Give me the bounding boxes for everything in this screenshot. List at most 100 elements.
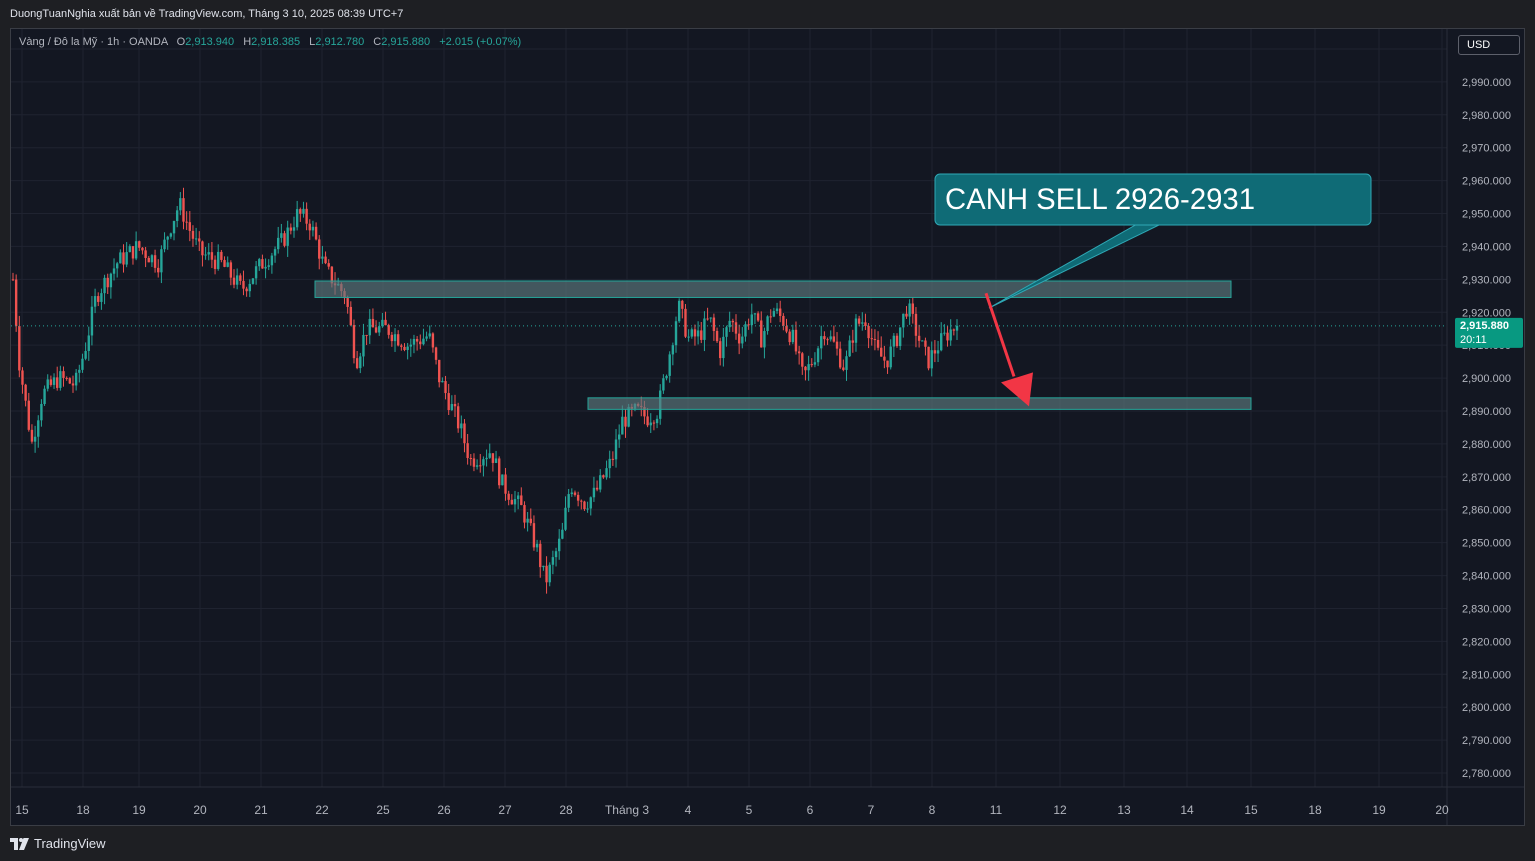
candle-body [400,345,403,347]
sell-callout-text: CANH SELL 2926-2931 [945,183,1255,216]
candle-body [97,296,100,302]
tradingview-brand: TradingView [34,836,106,851]
publisher-line: DuongTuanNghia xuất bản về TradingView.c… [10,8,404,20]
price-tick-label: 2,890.000 [1462,406,1511,418]
candle-body [160,249,163,273]
candle-body [314,226,318,240]
candle-body [731,320,735,323]
candle-body [438,359,441,383]
candle-body [510,499,514,505]
resistance-zone[interactable] [314,280,1232,298]
candle-body [542,565,545,568]
plot-background [11,29,1524,825]
candle-body [431,333,435,348]
candle-body [741,336,744,344]
candle-body [384,319,387,326]
candle-body [880,347,883,357]
candle-body [842,367,845,370]
candle-body [570,492,574,495]
candle-body [772,311,776,317]
candle-body [785,326,788,332]
candle-body [857,318,861,324]
candle-body [425,336,428,339]
candle-body [182,198,185,222]
candle-body [220,251,223,260]
candle-body [674,321,678,346]
candle-body [226,262,229,267]
candle-body [453,404,457,407]
candle-body [59,371,62,388]
high-value: 2,918.385 [251,36,301,48]
candle-body [936,350,940,354]
symbol-legend: Vàng / Đô la Mỹ · 1h · OANDA O2,913.940 … [19,36,521,48]
candle-body [128,246,132,253]
candle-body [157,267,160,273]
price-tick-label: 2,860.000 [1462,505,1511,517]
candle-body [479,465,482,467]
candle-body [766,316,769,332]
time-tick-label: 12 [1053,803,1067,817]
time-tick-label: 22 [315,803,329,817]
candle-body [876,340,880,348]
time-tick-label: 20 [193,803,207,817]
candle-body [794,329,798,352]
candle-body [838,348,842,368]
candle-body [254,266,258,279]
candle-body [434,347,438,360]
candle-body [444,381,447,394]
candle-body [693,329,697,337]
candle-body [229,262,233,278]
price-tick-label: 2,900.000 [1462,373,1511,385]
candle-body [677,300,681,322]
candle-body [286,227,289,246]
time-tick-label: 19 [132,803,146,817]
candle-body [595,487,599,490]
candle-body [911,303,914,314]
candle-body [46,379,49,389]
candle-body [321,256,324,259]
chart-frame[interactable]: 3,000.0002,990.0002,980.0002,970.0002,96… [10,28,1525,826]
candle-body [324,256,327,264]
sell-callout[interactable] [934,173,1372,226]
candle-body [469,457,472,459]
candle-body [782,315,785,327]
candle-body [564,507,567,530]
candle-body [93,296,97,307]
candle-body [703,318,706,340]
candle-body [728,320,731,328]
candle-body [706,318,709,320]
candle-body [498,458,501,486]
candle-body [889,346,892,368]
candle-body [122,252,125,265]
candle-body [450,404,454,411]
support-zone[interactable] [587,397,1252,410]
candle-body [870,338,873,340]
currency-button[interactable]: USD [1458,35,1520,55]
last-price-badge [1455,317,1523,348]
candle-body [482,459,485,466]
candle-body [848,340,851,357]
candle-body [671,345,675,355]
candle-body [37,420,40,437]
candle-body [456,406,460,429]
candle-body [374,327,378,333]
price-chart[interactable]: 3,000.0002,990.0002,980.0002,970.0002,96… [11,29,1524,825]
candle-body [428,333,431,337]
time-tick-label: 6 [807,803,814,817]
candle-body [895,335,899,347]
candle-body [349,306,353,326]
candle-body [409,344,413,347]
candle-body [804,366,807,371]
candle-body [501,474,504,486]
candle-body [921,340,924,342]
price-tick-label: 2,820.000 [1462,636,1511,648]
time-tick-label: 27 [498,803,512,817]
price-tick-label: 2,980.000 [1462,110,1511,122]
candle-body [801,353,804,367]
tradingview-logo[interactable]: TradingView [10,836,106,851]
candle-body [940,333,943,351]
candle-body [649,422,652,426]
candle-body [311,226,315,231]
time-tick-label: 20 [1435,803,1449,817]
candle-body [627,406,630,427]
